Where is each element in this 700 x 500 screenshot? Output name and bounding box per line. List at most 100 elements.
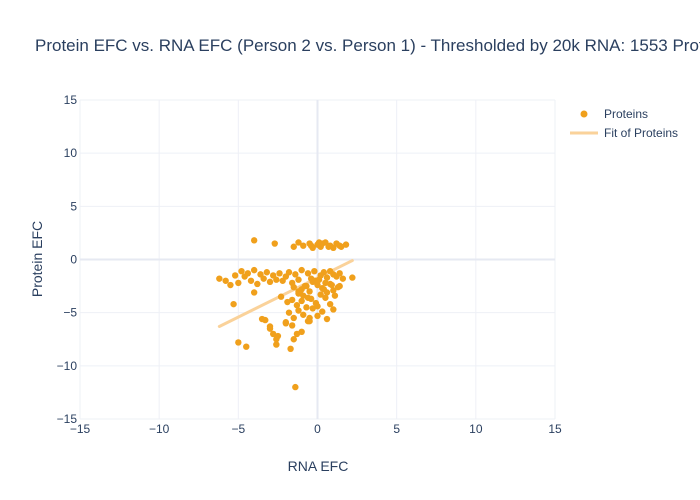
data-point bbox=[235, 279, 242, 287]
data-point bbox=[250, 289, 258, 296]
data-point bbox=[330, 287, 337, 294]
data-point bbox=[323, 315, 331, 323]
data-point bbox=[231, 272, 239, 279]
data-point bbox=[293, 330, 301, 338]
points-layer bbox=[216, 237, 356, 391]
data-point bbox=[309, 278, 316, 286]
data-point bbox=[314, 312, 321, 320]
y-tick-label: 5 bbox=[70, 199, 77, 213]
x-tick-label: 0 bbox=[314, 422, 321, 436]
data-point bbox=[320, 269, 328, 276]
data-point bbox=[295, 239, 302, 246]
data-point bbox=[247, 277, 255, 284]
data-point bbox=[328, 281, 335, 289]
data-point bbox=[277, 293, 285, 300]
data-point bbox=[243, 343, 250, 350]
data-point bbox=[295, 276, 302, 283]
data-point bbox=[323, 274, 331, 281]
data-point bbox=[330, 306, 337, 313]
data-point bbox=[307, 242, 315, 249]
data-point bbox=[271, 240, 278, 247]
data-point bbox=[325, 243, 332, 250]
y-tick-label: −15 bbox=[57, 412, 78, 426]
data-point bbox=[273, 336, 280, 343]
data-point bbox=[273, 341, 280, 348]
chart-title: Protein EFC vs. RNA EFC (Person 2 vs. Pe… bbox=[35, 36, 700, 55]
data-point bbox=[322, 294, 329, 301]
data-point bbox=[285, 269, 293, 276]
data-point bbox=[250, 237, 258, 244]
data-point bbox=[292, 271, 299, 278]
data-point bbox=[300, 242, 307, 249]
data-point bbox=[300, 311, 307, 318]
y-tick-label: 10 bbox=[64, 146, 78, 160]
data-point bbox=[331, 292, 339, 299]
data-point bbox=[303, 304, 310, 311]
x-tick-label: −5 bbox=[231, 422, 245, 436]
data-point bbox=[293, 302, 301, 309]
legend-label-proteins: Proteins bbox=[604, 107, 648, 121]
data-point bbox=[254, 280, 261, 288]
x-axis-title: RNA EFC bbox=[288, 458, 349, 474]
y-tick-labels: 15 10 5 0 −5 −10 −15 bbox=[57, 93, 78, 426]
data-point bbox=[260, 275, 267, 282]
data-point bbox=[287, 345, 294, 353]
data-point bbox=[307, 295, 315, 303]
data-point bbox=[222, 277, 229, 284]
x-tick-label: 10 bbox=[469, 422, 483, 436]
data-point bbox=[285, 309, 293, 316]
data-point bbox=[282, 319, 290, 326]
x-tick-label: −10 bbox=[149, 422, 170, 436]
x-tick-labels: −15 −10 −5 0 5 10 15 bbox=[70, 422, 562, 436]
data-point bbox=[311, 267, 318, 275]
data-point bbox=[269, 330, 277, 338]
data-point bbox=[315, 276, 323, 283]
data-point bbox=[273, 276, 280, 283]
legend: Proteins Fit of Proteins bbox=[570, 107, 678, 140]
data-point bbox=[342, 241, 350, 248]
y-axis-title: Protein EFC bbox=[29, 221, 45, 297]
data-point bbox=[339, 275, 347, 282]
data-point bbox=[290, 243, 297, 250]
legend-label-fit: Fit of Proteins bbox=[604, 126, 678, 140]
data-point bbox=[306, 314, 313, 322]
x-tick-label: 15 bbox=[548, 422, 562, 436]
data-point bbox=[306, 288, 313, 295]
data-point bbox=[304, 270, 312, 277]
y-tick-label: −5 bbox=[63, 306, 77, 320]
data-point bbox=[227, 281, 234, 289]
data-point bbox=[314, 303, 321, 310]
y-tick-label: 15 bbox=[64, 93, 78, 107]
data-point bbox=[290, 336, 297, 343]
data-point bbox=[266, 323, 274, 330]
data-point bbox=[288, 296, 296, 304]
data-point bbox=[336, 270, 343, 277]
data-point bbox=[216, 275, 223, 282]
x-tick-label: −15 bbox=[70, 422, 91, 436]
data-point bbox=[288, 322, 296, 329]
data-point bbox=[336, 282, 343, 290]
data-point bbox=[250, 266, 258, 274]
data-point bbox=[238, 267, 245, 275]
data-point bbox=[235, 339, 242, 346]
zero-lines bbox=[80, 100, 555, 419]
data-point bbox=[336, 242, 343, 249]
data-point bbox=[326, 300, 334, 308]
data-point bbox=[244, 270, 252, 277]
data-point bbox=[320, 286, 328, 293]
data-point bbox=[319, 308, 326, 315]
y-tick-label: 0 bbox=[70, 253, 77, 267]
data-point bbox=[290, 283, 297, 291]
data-point bbox=[263, 269, 271, 276]
x-tick-label: 5 bbox=[393, 422, 400, 436]
data-point bbox=[315, 239, 323, 246]
data-point bbox=[266, 278, 274, 286]
legend-marker-proteins bbox=[580, 110, 588, 118]
data-point bbox=[298, 266, 305, 274]
data-point bbox=[292, 383, 299, 391]
data-point bbox=[303, 282, 310, 290]
data-point bbox=[295, 288, 302, 295]
